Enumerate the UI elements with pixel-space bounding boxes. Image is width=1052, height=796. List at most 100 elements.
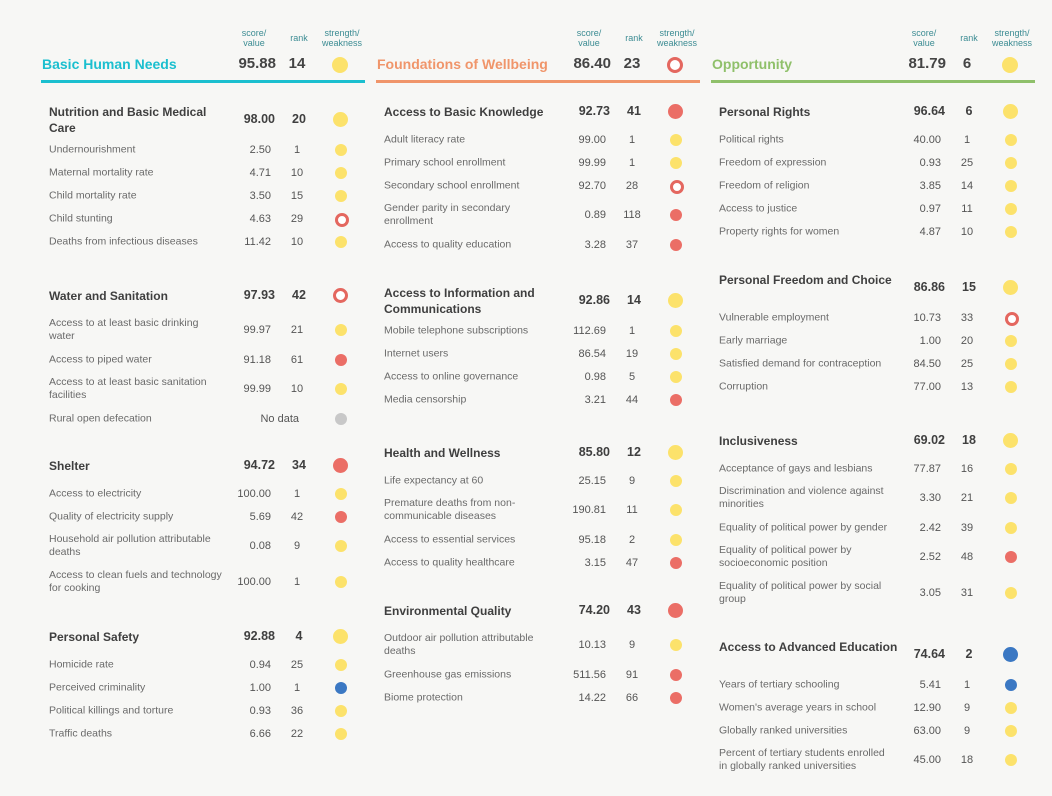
indicator-value: 5.69 bbox=[249, 510, 271, 523]
component-status-dot bbox=[333, 458, 348, 473]
indicator-status-dot bbox=[1005, 179, 1017, 192]
indicator-name: Quality of electricity supply bbox=[49, 510, 174, 522]
component-score: 98.00 bbox=[243, 112, 275, 126]
indicator-status-dot bbox=[1005, 678, 1017, 691]
component-title: Environmental Quality bbox=[384, 604, 512, 618]
component-status-dot bbox=[668, 445, 683, 460]
component-status-dot bbox=[668, 603, 683, 618]
indicator-row: Child stunting 4.63 29 bbox=[41, 207, 365, 230]
indicator-status-dot bbox=[1005, 380, 1017, 393]
component-block: Access to Basic Knowledge 92.73 41 Adult li… bbox=[376, 104, 700, 256]
indicator-status-dot bbox=[335, 540, 347, 552]
indicator-row: Access to online governance 0.98 5 bbox=[376, 365, 700, 388]
indicator-status-dot bbox=[670, 238, 682, 251]
indicator-row: Child mortality rate 3.50 15 bbox=[41, 184, 365, 207]
component-title: Access to Information and Communications bbox=[384, 286, 535, 316]
indicator-rank: 1 bbox=[293, 487, 301, 500]
indicator-rank: 1 bbox=[963, 678, 971, 691]
indicator-status-dot bbox=[335, 383, 347, 395]
indicator-value: 45.00 bbox=[913, 754, 941, 766]
component-score: 96.64 bbox=[913, 104, 945, 118]
indicator-status-dot bbox=[670, 179, 684, 194]
indicator-row: Years of tertiary schooling 5.41 1 bbox=[711, 673, 1035, 696]
indicator-row: Household air pollution attributable dea… bbox=[41, 528, 365, 564]
score-value-label: score/value bbox=[576, 28, 602, 48]
component-rank: 12 bbox=[627, 445, 641, 459]
indicator-status-dot bbox=[1005, 701, 1017, 714]
indicator-value: 10.73 bbox=[913, 311, 941, 324]
indicator-rank: 10 bbox=[290, 383, 304, 395]
indicator-rank: 9 bbox=[293, 540, 301, 552]
indicator-status-dot bbox=[670, 474, 682, 487]
indicator-name: Adult literacy rate bbox=[384, 133, 466, 145]
dimension-status-dot bbox=[1002, 57, 1018, 73]
rank-label: rank bbox=[960, 33, 978, 43]
indicator-value: 10.13 bbox=[578, 639, 606, 651]
strength-weakness-label: strength/weakness bbox=[321, 28, 363, 48]
indicator-name: Discrimination and violence against mino… bbox=[719, 485, 884, 510]
indicator-rank: 42 bbox=[290, 510, 304, 523]
indicator-value: 0.93 bbox=[919, 156, 941, 169]
indicator-value: 0.89 bbox=[584, 209, 606, 221]
indicator-rank: 1 bbox=[963, 133, 971, 146]
component-block: Water and Sanitation 97.93 42 Access to at … bbox=[41, 288, 365, 430]
indicator-name: Access to piped water bbox=[49, 353, 152, 365]
indicator-rank: 2 bbox=[628, 533, 636, 546]
indicator-rank: 10 bbox=[290, 166, 304, 179]
indicator-rank: 15 bbox=[290, 189, 304, 202]
indicator-value: 0.93 bbox=[249, 704, 271, 717]
indicator-row: Women's average years in school 12.90 9 bbox=[711, 696, 1035, 719]
dimension-score: 86.40 bbox=[573, 55, 611, 72]
indicator-rank: 25 bbox=[960, 156, 974, 169]
indicator-row: Perceived criminality 1.00 1 bbox=[41, 676, 365, 699]
indicator-rank: 37 bbox=[625, 238, 639, 251]
indicator-rank: 11 bbox=[626, 504, 638, 516]
component-block: Shelter 94.72 34 Access to electricity 100.0… bbox=[41, 458, 365, 600]
indicator-row: Internet users 86.54 19 bbox=[376, 342, 700, 365]
indicator-row: Access to electricity 100.00 1 bbox=[41, 482, 365, 505]
strength-weakness-label: strength/weakness bbox=[991, 28, 1033, 48]
indicator-name: Access to online governance bbox=[384, 370, 519, 382]
indicator-rank: 47 bbox=[625, 556, 639, 569]
indicator-name: Early marriage bbox=[719, 334, 788, 346]
dimension-rank: 6 bbox=[962, 55, 972, 72]
indicator-row: Traffic deaths 6.66 22 bbox=[41, 722, 365, 745]
component-title: Personal Safety bbox=[49, 630, 140, 644]
indicator-value: 511.56 bbox=[573, 668, 606, 681]
indicator-status-dot bbox=[670, 156, 682, 169]
indicator-row: Acceptance of gays and lesbians 77.87 16 bbox=[711, 457, 1035, 480]
indicator-name: Greenhouse gas emissions bbox=[384, 668, 512, 680]
component-block: Personal Freedom and Choice 86.86 15 Vulner… bbox=[711, 272, 1035, 398]
indicator-value: 92.70 bbox=[578, 179, 606, 192]
indicator-rank: 1 bbox=[293, 143, 301, 156]
indicator-name: Freedom of expression bbox=[719, 156, 827, 168]
component-block: Health and Wellness 85.80 12 Life expectanc… bbox=[376, 445, 700, 574]
indicator-row: Percent of tertiary students enrolled in… bbox=[711, 742, 1035, 778]
indicator-value: 95.18 bbox=[578, 533, 606, 546]
indicator-name: Satisfied demand for contraception bbox=[719, 357, 882, 369]
indicator-status-dot bbox=[1005, 311, 1019, 326]
indicator-value: 99.99 bbox=[243, 383, 271, 395]
indicator-rank: 11 bbox=[961, 202, 973, 215]
component-status-dot bbox=[333, 112, 348, 127]
indicator-rank: 48 bbox=[960, 551, 974, 563]
indicator-name: Undernourishment bbox=[49, 143, 136, 155]
indicator-status-dot bbox=[670, 533, 682, 546]
dimension-title: Opportunity bbox=[712, 56, 793, 72]
indicator-name: Secondary school enrollment bbox=[384, 179, 520, 191]
rank-label: rank bbox=[625, 33, 643, 43]
column-header-labels: score/value rank strength/weakness bbox=[41, 28, 365, 50]
component-status-dot bbox=[333, 288, 348, 303]
component-rank: 41 bbox=[627, 104, 641, 118]
indicator-status-dot bbox=[335, 510, 347, 523]
indicator-status-dot bbox=[335, 166, 347, 179]
component-header: Access to Information and Communications… bbox=[376, 285, 700, 319]
indicator-row: Primary school enrollment 99.99 1 bbox=[376, 151, 700, 174]
indicator-rank: 31 bbox=[960, 587, 974, 599]
rank-label: rank bbox=[290, 33, 308, 43]
indicator-value: 99.99 bbox=[578, 156, 606, 169]
indicator-name: Primary school enrollment bbox=[384, 156, 506, 168]
component-status-dot bbox=[1003, 280, 1018, 295]
indicator-rank: 10 bbox=[290, 235, 304, 248]
indicator-row: Secondary school enrollment 92.70 28 bbox=[376, 174, 700, 197]
